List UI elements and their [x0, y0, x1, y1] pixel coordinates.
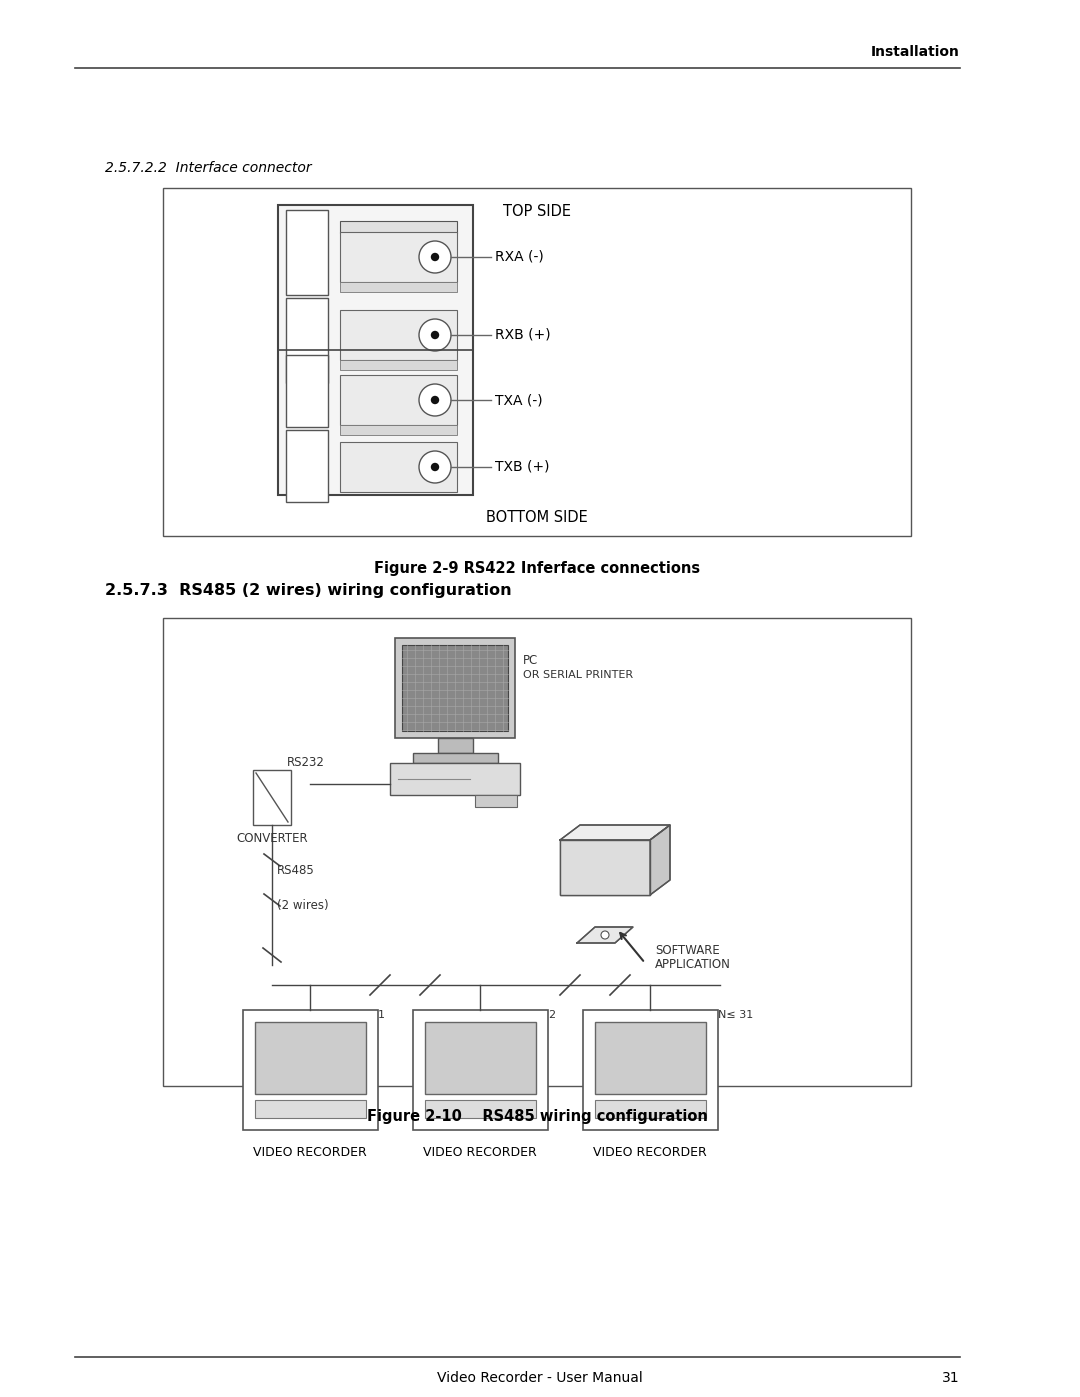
Text: SOFTWARE: SOFTWARE — [654, 943, 719, 957]
Text: OR SERIAL PRINTER: OR SERIAL PRINTER — [523, 671, 633, 680]
Text: 2.5.7.2.2  Interface connector: 2.5.7.2.2 Interface connector — [105, 161, 312, 175]
Bar — [426, 1099, 536, 1118]
Bar — [243, 1010, 378, 1130]
Bar — [340, 360, 457, 370]
Bar — [595, 1023, 706, 1094]
Bar — [340, 232, 457, 282]
Text: VIDEO RECORDER: VIDEO RECORDER — [593, 1146, 707, 1158]
Text: N≤ 31: N≤ 31 — [718, 1010, 753, 1020]
Text: 2: 2 — [548, 1010, 555, 1020]
Circle shape — [432, 397, 438, 404]
Text: TOP SIDE: TOP SIDE — [503, 204, 571, 219]
Text: BOTTOM SIDE: BOTTOM SIDE — [486, 510, 588, 525]
Circle shape — [419, 319, 451, 351]
Text: Installation: Installation — [872, 45, 960, 59]
Bar — [583, 1010, 718, 1130]
Text: VIDEO RECORDER: VIDEO RECORDER — [253, 1146, 367, 1158]
Bar — [340, 221, 457, 233]
Bar — [340, 282, 457, 292]
Bar — [475, 795, 517, 807]
Text: TXA (-): TXA (-) — [495, 393, 542, 407]
Bar — [286, 298, 328, 383]
Bar — [438, 738, 473, 753]
Bar — [255, 1023, 366, 1094]
Bar — [163, 617, 912, 1085]
Bar — [286, 210, 328, 295]
Bar — [278, 205, 473, 495]
Text: Figure 2-10    RS485 wiring configuration: Figure 2-10 RS485 wiring configuration — [366, 1108, 707, 1123]
Bar — [413, 753, 498, 763]
Bar — [253, 770, 291, 826]
Bar — [402, 645, 508, 731]
Text: RXA (-): RXA (-) — [495, 250, 543, 264]
Bar — [413, 1010, 548, 1130]
Text: Figure 2-9 RS422 Inferface connections: Figure 2-9 RS422 Inferface connections — [374, 560, 700, 576]
Bar — [561, 840, 650, 895]
Bar — [340, 374, 457, 425]
Text: VIDEO RECORDER: VIDEO RECORDER — [423, 1146, 537, 1158]
Bar — [340, 425, 457, 434]
Text: 2.5.7.3  RS485 (2 wires) wiring configuration: 2.5.7.3 RS485 (2 wires) wiring configura… — [105, 583, 512, 598]
Bar — [286, 355, 328, 427]
Text: TXB (+): TXB (+) — [495, 460, 550, 474]
Text: RXB (+): RXB (+) — [495, 328, 551, 342]
Text: PC: PC — [523, 654, 538, 666]
Circle shape — [419, 384, 451, 416]
Text: (2 wires): (2 wires) — [276, 898, 328, 911]
Bar — [255, 1099, 366, 1118]
Circle shape — [419, 451, 451, 483]
Bar — [426, 1023, 536, 1094]
Text: 31: 31 — [943, 1370, 960, 1384]
Circle shape — [432, 253, 438, 260]
Polygon shape — [561, 826, 670, 840]
Text: Video Recorder - User Manual: Video Recorder - User Manual — [437, 1370, 643, 1384]
Text: RS485: RS485 — [276, 863, 314, 876]
Polygon shape — [577, 928, 633, 943]
Bar — [595, 1099, 706, 1118]
Bar — [340, 441, 457, 492]
Bar — [390, 763, 519, 795]
Bar — [340, 310, 457, 360]
Circle shape — [432, 464, 438, 471]
Text: CONVERTER: CONVERTER — [237, 833, 308, 845]
Text: RS232: RS232 — [287, 756, 325, 768]
Text: APPLICATION: APPLICATION — [654, 958, 731, 971]
Bar — [286, 430, 328, 502]
Bar — [163, 189, 912, 536]
Circle shape — [419, 242, 451, 272]
Circle shape — [600, 930, 609, 939]
Text: 1: 1 — [378, 1010, 384, 1020]
Circle shape — [432, 331, 438, 338]
Polygon shape — [650, 826, 670, 895]
Bar — [561, 840, 650, 895]
Bar — [395, 638, 515, 738]
